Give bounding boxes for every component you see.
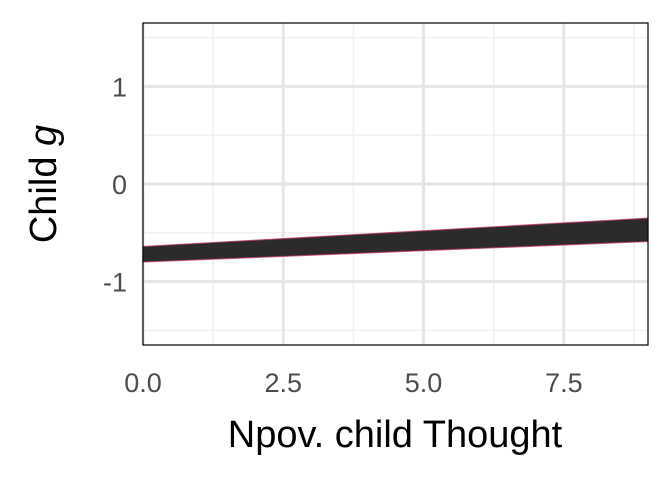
x-tick-label: 5.0 [405, 368, 443, 398]
y-axis-title: Child g [23, 125, 65, 243]
regression-line [142, 228, 649, 256]
panel-border [142, 22, 649, 346]
y-tick-label: -1 [103, 268, 127, 298]
y-axis-title-italic: g [23, 125, 65, 146]
x-axis-title: Npov. child Thought [228, 414, 563, 456]
y-axis-title-prefix: Child [23, 146, 65, 243]
y-tick-label: 0 [112, 170, 127, 200]
x-tick-label: 2.5 [265, 368, 303, 398]
y-tick-labels: -1 0 1 [103, 72, 127, 297]
y-tick-label: 1 [112, 72, 127, 102]
x-tick-label: 0.0 [124, 368, 162, 398]
x-tick-label: 7.5 [545, 368, 583, 398]
x-tick-labels: 0.0 2.5 5.0 7.5 [124, 368, 582, 398]
